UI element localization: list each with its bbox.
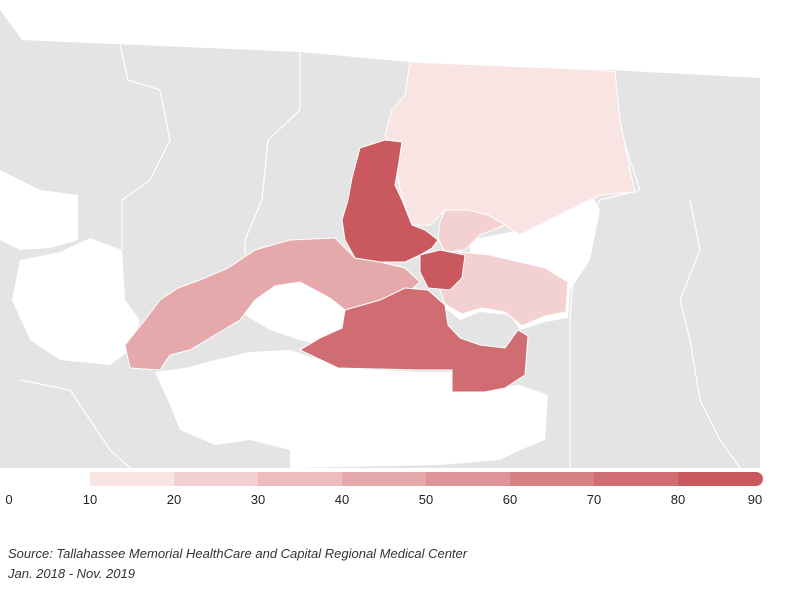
legend-tick: 80 <box>670 492 686 507</box>
region-center-dark <box>419 249 466 291</box>
boundary-line <box>244 52 301 255</box>
boundary-lines <box>19 44 741 469</box>
lake-west <box>12 238 140 365</box>
legend-tick: 20 <box>166 492 182 507</box>
boundary-line <box>19 379 131 469</box>
legend-tick: 40 <box>334 492 350 507</box>
region-north-dark <box>341 139 439 263</box>
legend-tick: 0 <box>5 492 13 507</box>
boundary-line <box>119 44 171 250</box>
date-range: Jan. 2018 - Nov. 2019 <box>8 566 135 581</box>
legend-swatch <box>426 472 511 486</box>
lake-central <box>155 350 548 468</box>
region-south <box>298 287 529 393</box>
legend-swatch <box>594 472 679 486</box>
legend-tick: 90 <box>747 492 763 507</box>
legend-swatch <box>510 472 595 486</box>
lake-north <box>0 170 78 250</box>
region-east-central <box>437 209 507 253</box>
legend-swatch <box>90 472 175 486</box>
legend-swatch <box>678 472 763 486</box>
legend-swatch <box>258 472 343 486</box>
legend-swatch <box>174 472 259 486</box>
source-note: Source: Tallahassee Memorial HealthCare … <box>8 544 467 584</box>
legend-swatch <box>342 472 427 486</box>
boundary-line <box>679 199 741 469</box>
legend-tick: 10 <box>82 492 98 507</box>
source-line: Source: Tallahassee Memorial HealthCare … <box>8 546 468 561</box>
legend-tick: 70 <box>586 492 602 507</box>
lake-lower <box>245 280 345 345</box>
legend-color-bar <box>90 472 763 486</box>
legend-tick: 30 <box>250 492 266 507</box>
legend-tick: 50 <box>418 492 434 507</box>
legend-tick: 60 <box>502 492 518 507</box>
